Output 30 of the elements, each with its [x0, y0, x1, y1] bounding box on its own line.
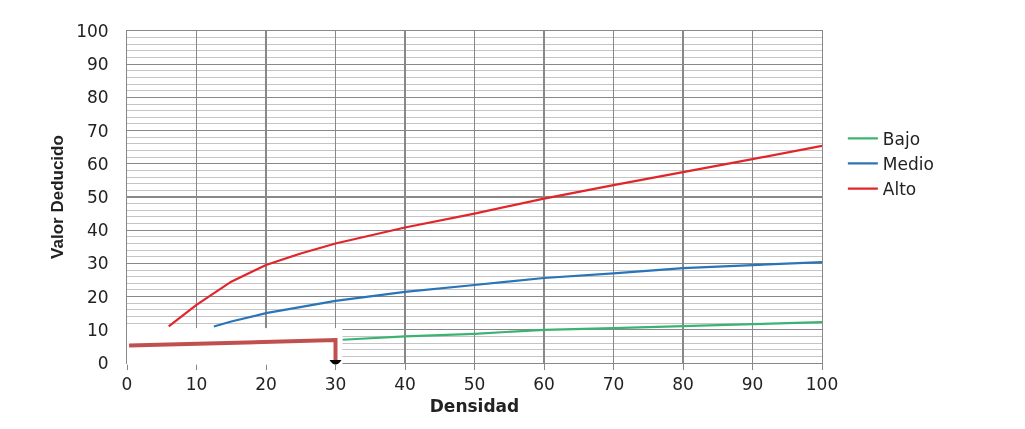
x-tick-label: 70: [602, 374, 625, 395]
y-tick-label: 0: [97, 352, 109, 373]
y-tick-label: 10: [86, 319, 109, 340]
x-axis-title: Densidad: [429, 395, 520, 416]
y-tick-label: 100: [76, 20, 109, 41]
y-tick-label: 80: [86, 87, 109, 108]
y-tick-label: 90: [86, 54, 109, 75]
x-tick-label: 20: [255, 374, 277, 395]
x-tick-label: 40: [394, 374, 416, 395]
legend-label: Bajo: [882, 128, 921, 149]
x-tick-label: 90: [741, 374, 764, 395]
legend-label: Alto: [882, 179, 917, 200]
x-tick-label: 100: [805, 374, 839, 395]
x-tick-label: 30: [324, 374, 347, 395]
legend-label: Medio: [882, 154, 934, 175]
x-tick-label: 50: [463, 374, 486, 395]
y-tick-label: 50: [86, 186, 109, 207]
line-series: [212, 260, 822, 328]
y-tick-label: 70: [86, 120, 109, 141]
x-tick-label: 80: [672, 374, 694, 395]
y-axis-title: Valor Deducido: [47, 135, 67, 259]
x-tick-label: 0: [121, 374, 133, 395]
y-tick-label: 30: [86, 253, 109, 274]
y-tick-label: 20: [86, 286, 109, 307]
x-tick-label: 10: [185, 374, 208, 395]
x-tick-label: 60: [533, 374, 555, 395]
y-tick-label: 60: [86, 153, 109, 174]
y-tick-label: 40: [86, 220, 109, 241]
line-series: [341, 321, 822, 341]
line-series: [167, 144, 822, 328]
